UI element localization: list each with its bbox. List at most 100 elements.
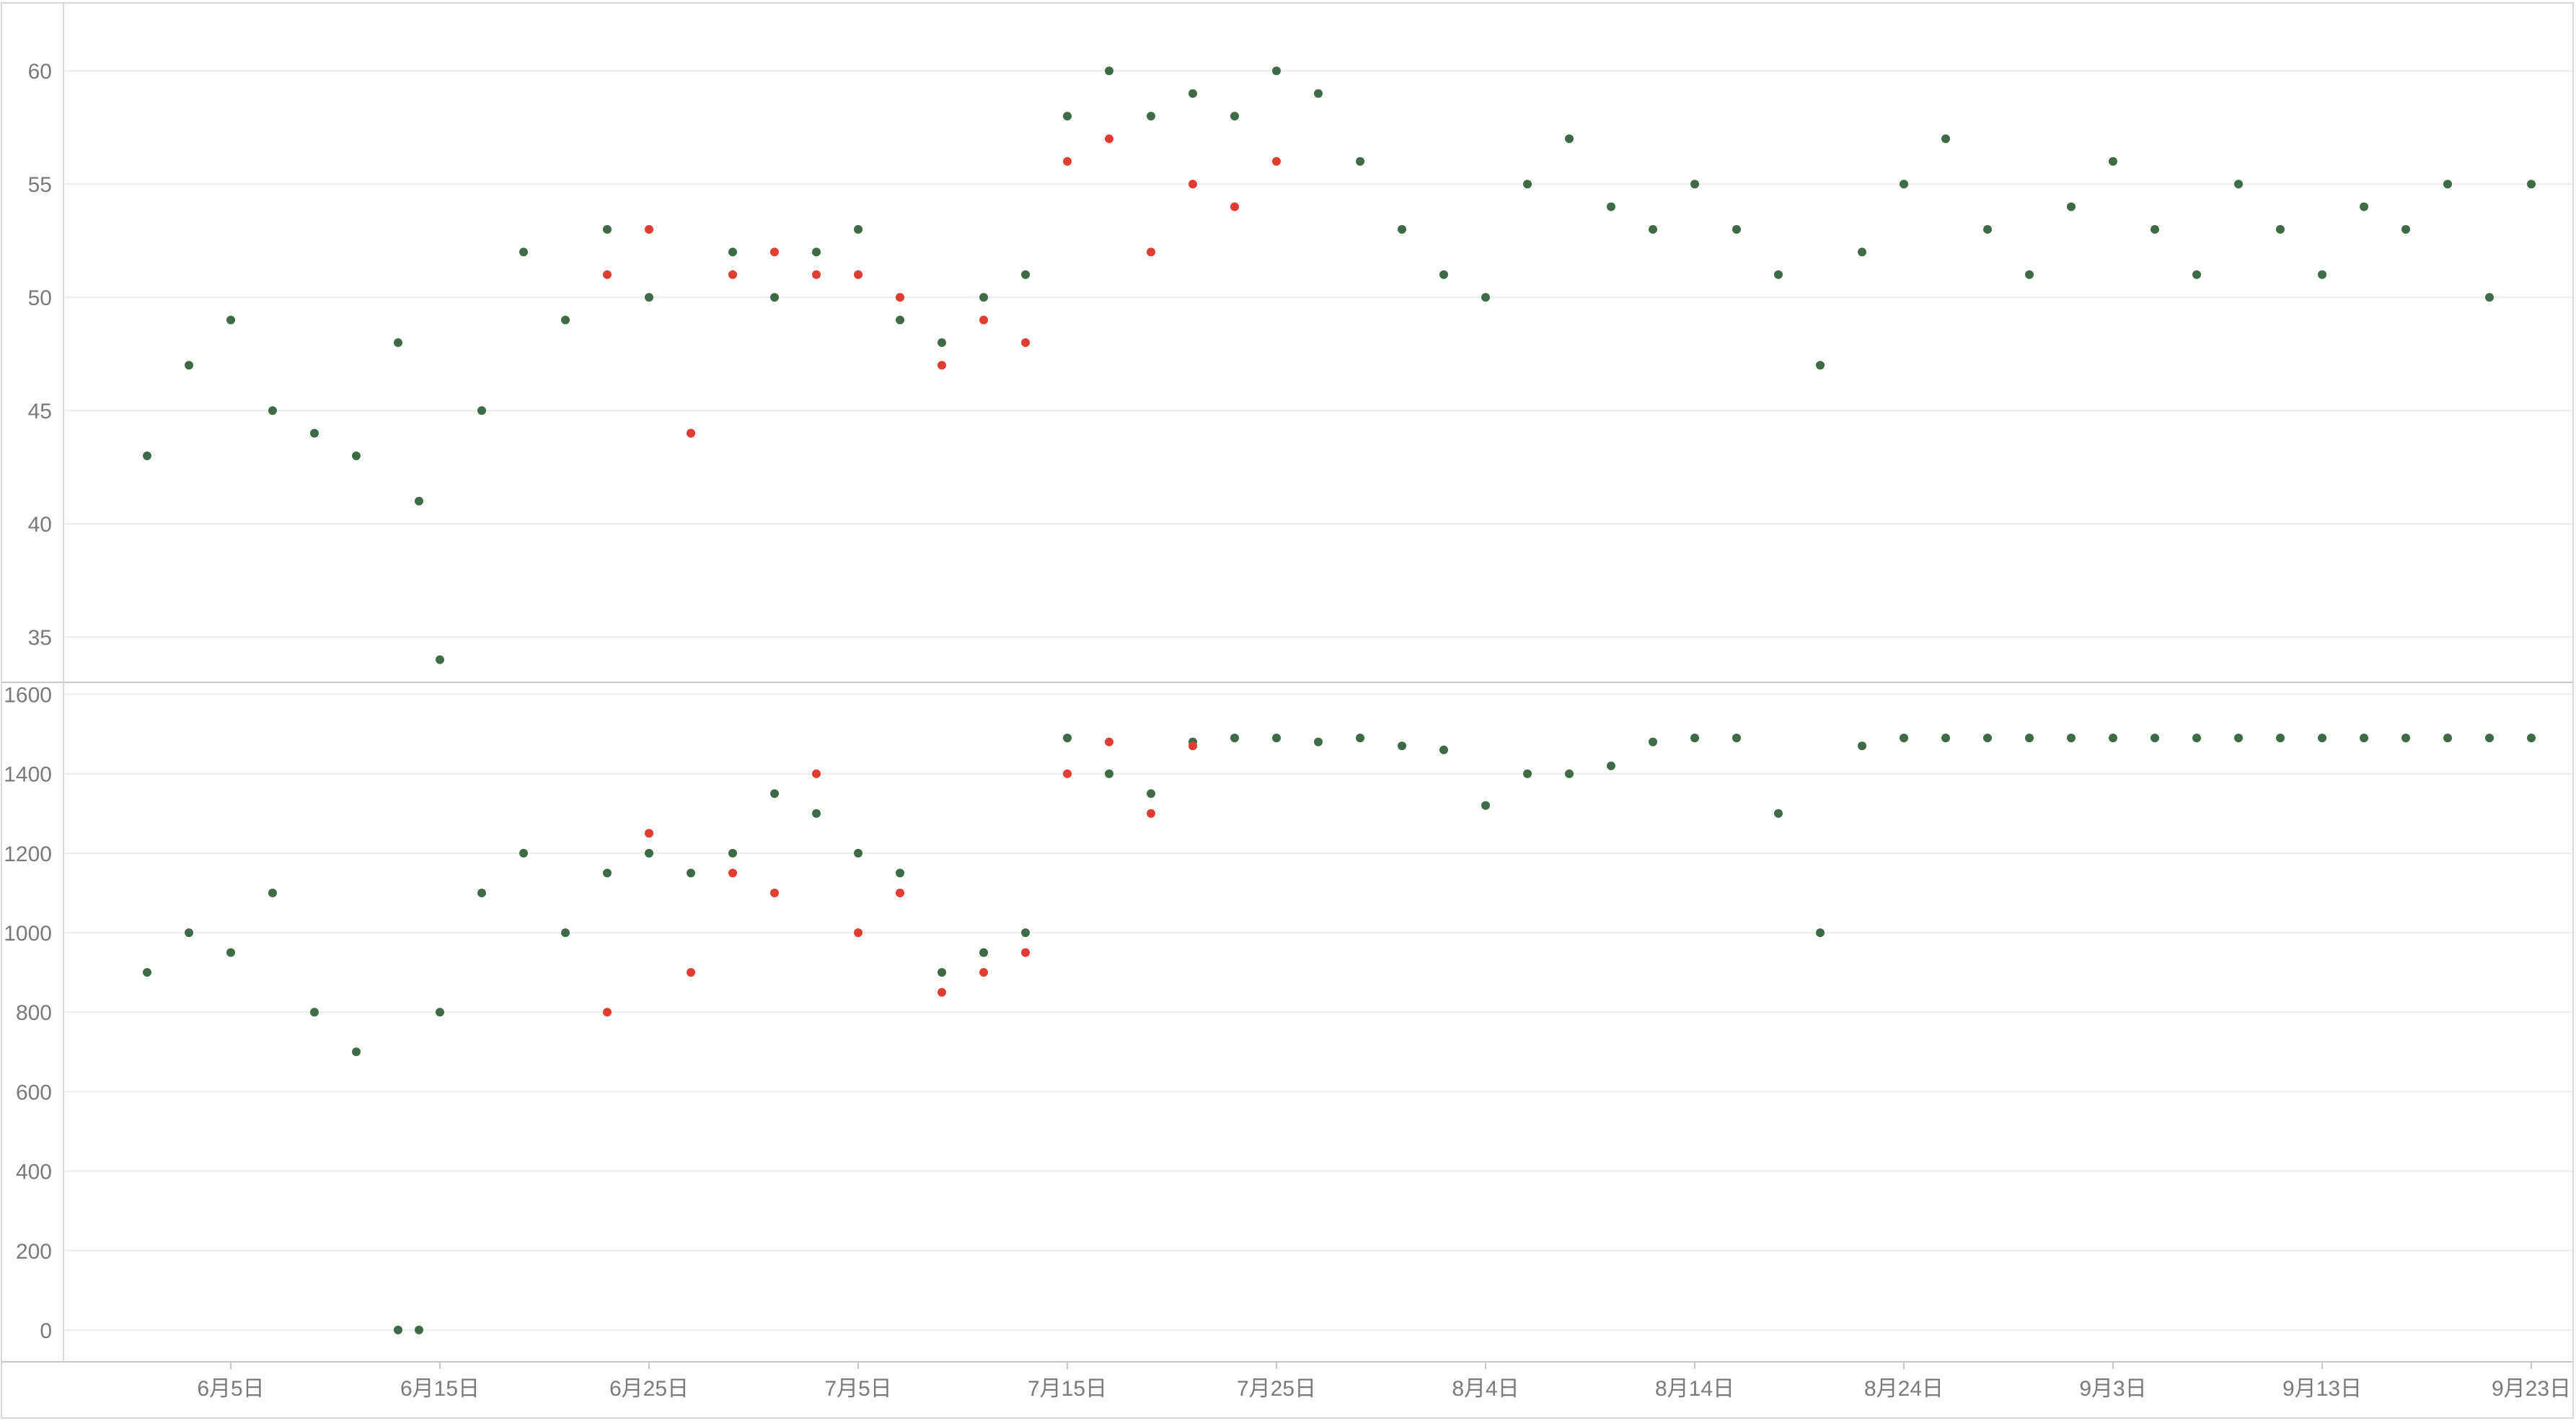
data-point (1649, 737, 1657, 747)
data-point (645, 225, 653, 234)
data-point (1021, 270, 1030, 279)
data-point (938, 987, 946, 997)
data-point (1607, 202, 1615, 211)
data-point (1147, 789, 1155, 798)
data-point (728, 247, 737, 257)
data-point (1816, 928, 1825, 938)
data-point (268, 889, 277, 897)
data-point (1607, 761, 1615, 770)
data-point (1858, 741, 1866, 751)
data-point (1983, 734, 1992, 743)
data-point (1147, 247, 1155, 257)
data-point (687, 968, 695, 977)
y-tick-label: 45 (28, 400, 52, 423)
data-point (1188, 741, 1197, 751)
data-point (603, 868, 612, 878)
data-point (812, 769, 821, 778)
data-point (1230, 112, 1239, 120)
data-point (2192, 734, 2201, 743)
data-point (770, 247, 779, 257)
data-point (2276, 225, 2285, 234)
data-point (1774, 809, 1783, 818)
data-point (1439, 745, 1448, 754)
data-point (415, 1325, 423, 1334)
y-tick-label: 800 (16, 1001, 52, 1025)
data-point (1272, 66, 1281, 76)
data-point (1272, 734, 1281, 743)
data-point (143, 968, 151, 977)
data-point (770, 293, 779, 302)
x-tick-label: 6月5日 (197, 1377, 264, 1401)
data-point (1983, 225, 1992, 234)
series-green (143, 734, 2536, 1334)
data-point (1774, 270, 1783, 279)
data-point (519, 848, 528, 858)
data-point (1021, 928, 1030, 938)
data-point (603, 270, 612, 279)
data-point (979, 315, 988, 325)
data-point (2527, 180, 2536, 189)
y-tick-label: 55 (28, 173, 52, 197)
data-point (1565, 134, 1574, 144)
data-point (2401, 225, 2410, 234)
data-point (728, 270, 737, 279)
data-point (477, 406, 486, 415)
data-point (561, 315, 570, 325)
data-point (603, 225, 612, 234)
y-tick-label: 60 (28, 60, 52, 84)
data-point (1021, 338, 1030, 347)
data-point (352, 1047, 361, 1057)
data-point (1481, 801, 1490, 810)
data-point (1900, 180, 1908, 189)
x-tick-label: 6月15日 (400, 1377, 480, 1401)
data-point (728, 848, 737, 858)
data-point (394, 338, 402, 347)
data-point (1230, 734, 1239, 743)
data-point (2401, 734, 2410, 743)
data-point (1188, 89, 1197, 98)
data-point (687, 428, 695, 438)
data-point (770, 789, 779, 798)
data-point (979, 968, 988, 977)
x-tick-label: 8月24日 (1864, 1377, 1944, 1401)
data-point (645, 829, 653, 838)
data-point (854, 270, 863, 279)
data-point (938, 338, 946, 347)
data-point (1356, 157, 1364, 166)
data-point (1063, 734, 1072, 743)
data-point (226, 948, 235, 957)
data-point (561, 928, 570, 938)
data-point (1356, 734, 1364, 743)
data-point (2025, 734, 2034, 743)
data-point (1481, 293, 1490, 302)
data-point (1690, 180, 1699, 189)
data-point (2151, 225, 2159, 234)
x-tick-label: 8月4日 (1452, 1377, 1519, 1401)
data-point (1063, 112, 1072, 120)
data-point (2067, 202, 2076, 211)
x-tick-label: 9月23日 (2492, 1377, 2571, 1401)
data-point (2443, 180, 2452, 189)
y-tick-label: 1000 (4, 922, 52, 946)
data-point (1272, 157, 1281, 166)
y-tick-label: 600 (16, 1080, 52, 1104)
data-point (1188, 180, 1197, 189)
y-tick-label: 50 (28, 286, 52, 310)
data-point (1105, 737, 1113, 747)
data-point (2067, 734, 2076, 743)
data-point (394, 1325, 402, 1334)
data-point (728, 868, 737, 878)
data-point (1732, 225, 1741, 234)
data-point (938, 968, 946, 977)
data-point (1147, 809, 1155, 818)
x-axis: 6月5日 6月15日 6月25日 7月5日 7月15日 7月25日 8月4日 8月14日 8月2… (197, 1362, 2571, 1401)
data-point (268, 406, 277, 415)
data-point (1105, 66, 1113, 76)
data-point (1021, 948, 1030, 957)
y-tick-label: 0 (40, 1319, 52, 1343)
x-tick-label: 7月25日 (1237, 1377, 1316, 1401)
y-tick-label: 200 (16, 1240, 52, 1264)
data-point (352, 452, 361, 460)
